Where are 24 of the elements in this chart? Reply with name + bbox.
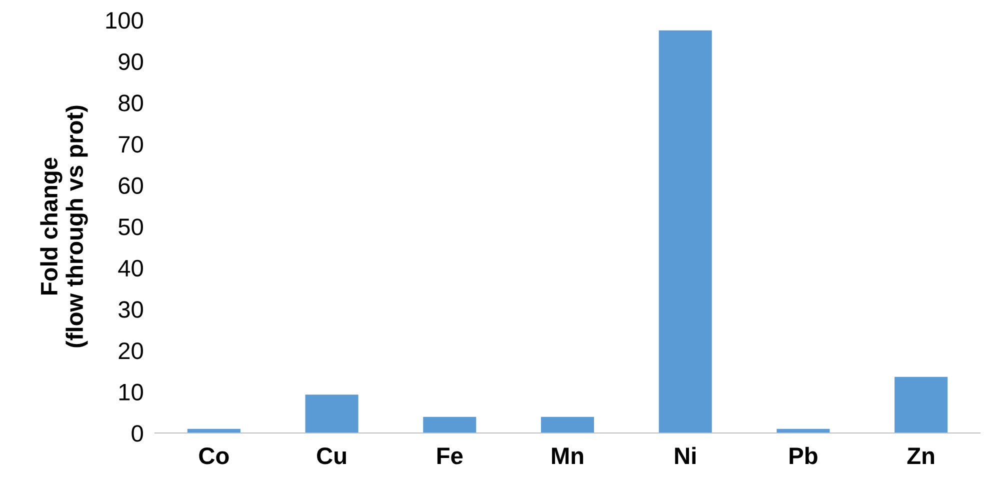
y-tick-label: 0 [132,425,143,442]
y-tick-label: 60 [118,177,143,194]
y-tick-label: 20 [118,342,143,360]
y-tick-label: 80 [118,94,143,112]
bar [305,394,358,433]
bar [540,416,594,433]
x-tick-label: Co [199,448,229,464]
y-tick-label: 100 [106,12,143,29]
bar [423,416,476,433]
x-tick-label: Zn [907,448,934,464]
y-tick-label: 40 [118,260,143,277]
x-tick-label: Cu [317,448,346,464]
bar [658,30,712,433]
x-tick-label: Mn [552,448,584,464]
bar [894,376,948,433]
y-tick-label: 10 [119,384,143,400]
y-axis-title: Fold change (flow through vs prot) [40,106,88,348]
y-tick-label: 70 [118,136,143,153]
x-tick-label: Ni [675,446,696,464]
x-tick-label: Fe [437,448,463,464]
y-tick-label: 50 [118,218,143,236]
y-tick-label: 30 [118,301,143,318]
x-tick-label: Pb [790,446,818,464]
y-tick-label: 90 [118,53,143,70]
